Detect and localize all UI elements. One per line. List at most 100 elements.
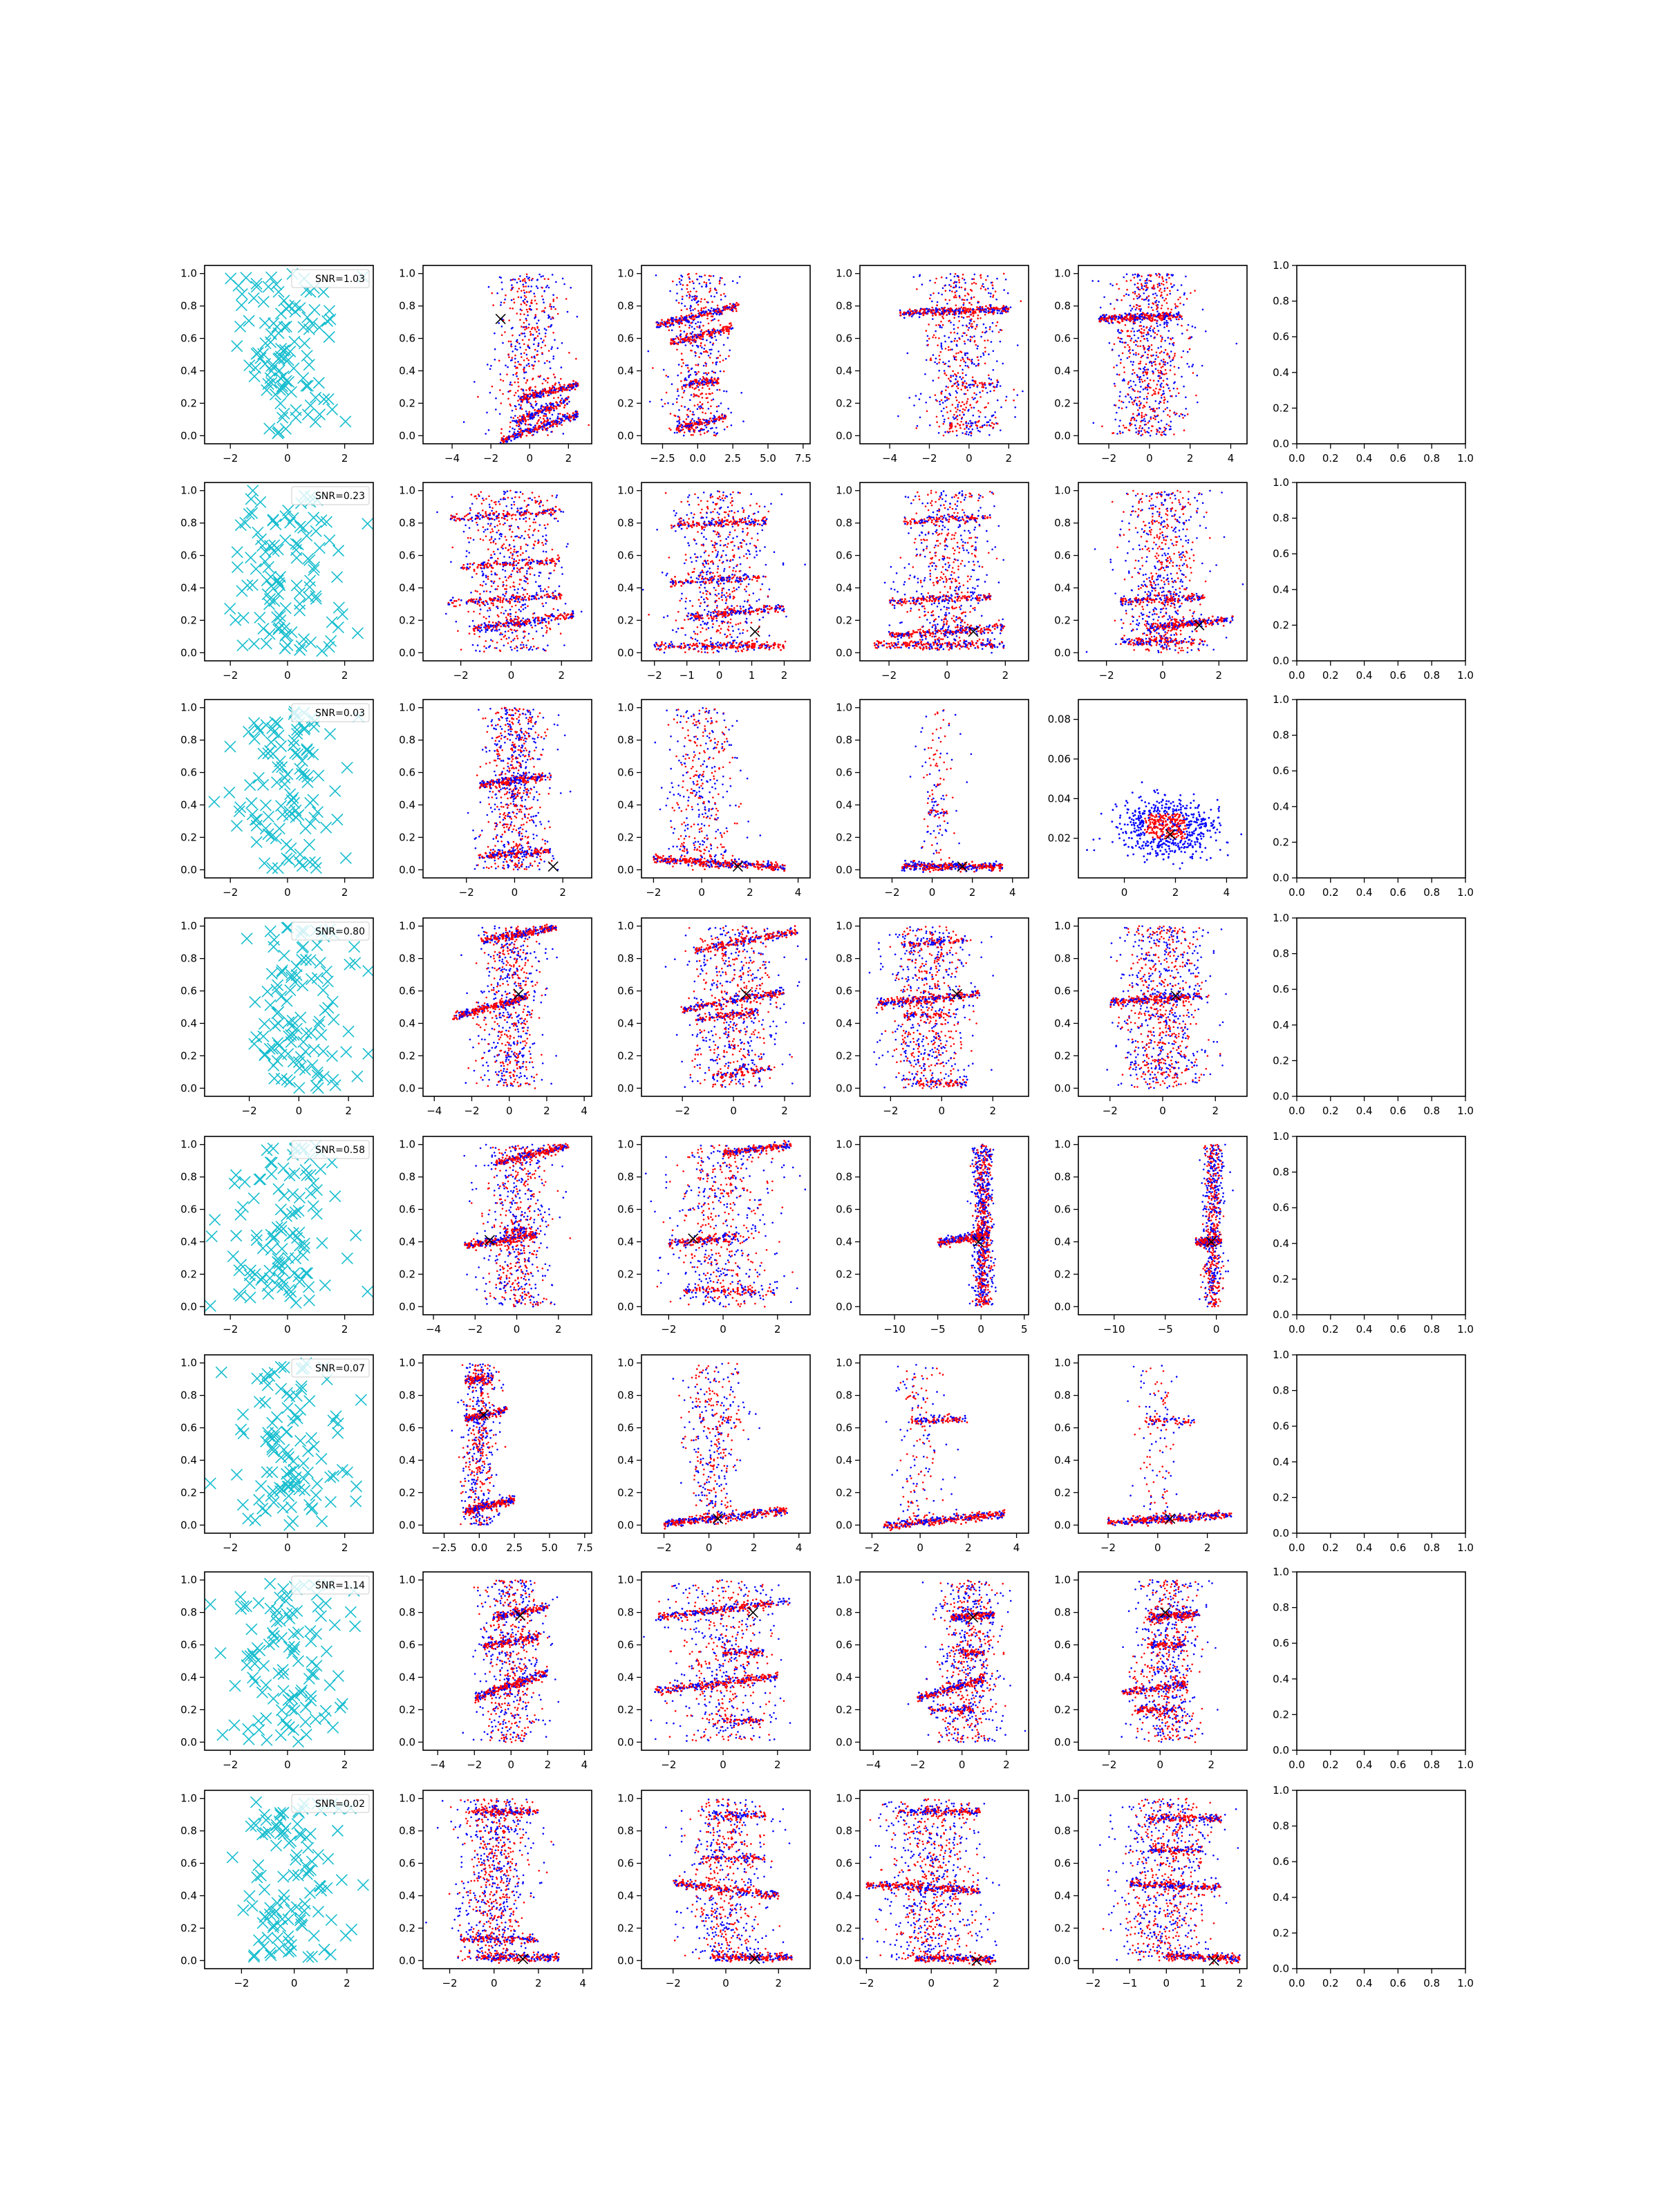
red-point bbox=[722, 328, 724, 330]
red-point bbox=[680, 315, 682, 317]
blue-point bbox=[1003, 308, 1006, 310]
red-point bbox=[919, 310, 921, 312]
red-point bbox=[957, 422, 959, 425]
blue-point bbox=[1152, 370, 1154, 373]
blue-point bbox=[1166, 406, 1168, 409]
blue-point bbox=[512, 326, 514, 329]
blue-point bbox=[964, 282, 966, 284]
red-point bbox=[977, 315, 980, 317]
red-point bbox=[1159, 288, 1162, 290]
blue-point bbox=[550, 318, 552, 320]
sample-point bbox=[261, 574, 273, 587]
blue-point bbox=[522, 300, 525, 302]
blue-point bbox=[553, 388, 555, 391]
blue-point bbox=[934, 361, 936, 364]
red-point bbox=[543, 420, 546, 422]
blue-point bbox=[1139, 279, 1141, 281]
blue-point bbox=[703, 380, 705, 382]
red-point bbox=[1147, 353, 1149, 356]
blue-point bbox=[1099, 306, 1102, 309]
blue-point bbox=[1097, 280, 1100, 283]
red-point bbox=[534, 295, 536, 298]
red-point bbox=[719, 361, 721, 363]
red-point bbox=[705, 377, 708, 379]
red-point bbox=[711, 399, 713, 402]
red-point bbox=[518, 363, 521, 366]
blue-point bbox=[1157, 421, 1160, 423]
blue-point bbox=[695, 420, 698, 423]
red-point bbox=[693, 395, 695, 398]
blue-point bbox=[532, 406, 534, 409]
blue-point bbox=[1235, 342, 1238, 345]
red-point bbox=[973, 384, 975, 387]
red-point bbox=[721, 416, 724, 419]
red-point bbox=[527, 415, 529, 418]
red-point bbox=[982, 386, 985, 388]
blue-point bbox=[711, 370, 713, 373]
sample-point bbox=[324, 313, 337, 326]
red-point bbox=[944, 372, 946, 375]
blue-point bbox=[946, 399, 948, 401]
red-point bbox=[509, 529, 511, 531]
red-point bbox=[1002, 305, 1005, 307]
red-point bbox=[570, 385, 572, 387]
blue-point bbox=[553, 409, 555, 412]
red-point bbox=[704, 274, 706, 276]
red-point bbox=[546, 499, 548, 502]
blue-point bbox=[551, 413, 554, 416]
red-point bbox=[979, 382, 981, 384]
red-point bbox=[938, 312, 941, 315]
red-point bbox=[546, 359, 548, 362]
red-point bbox=[550, 308, 552, 310]
red-point bbox=[705, 393, 707, 395]
blue-point bbox=[1143, 292, 1145, 294]
red-point bbox=[964, 299, 966, 301]
blue-point bbox=[556, 417, 559, 420]
blue-point bbox=[1181, 375, 1183, 378]
red-point bbox=[511, 384, 513, 386]
blue-point bbox=[713, 415, 715, 417]
blue-point bbox=[527, 568, 529, 570]
blue-point bbox=[940, 344, 943, 346]
blue-point bbox=[1148, 406, 1151, 408]
blue-point bbox=[958, 312, 960, 315]
red-point bbox=[1163, 358, 1165, 361]
red-point bbox=[524, 422, 527, 425]
blue-point bbox=[1138, 377, 1141, 379]
blue-point bbox=[936, 363, 938, 365]
blue-point bbox=[503, 490, 505, 493]
red-point bbox=[490, 538, 493, 540]
blue-point bbox=[967, 410, 969, 412]
sample-point bbox=[273, 577, 285, 589]
red-point bbox=[549, 402, 552, 404]
blue-point bbox=[542, 535, 544, 538]
blue-point bbox=[1140, 402, 1142, 404]
blue-point bbox=[1172, 285, 1174, 288]
blue-point bbox=[1143, 368, 1146, 371]
blue-point bbox=[697, 417, 700, 419]
blue-point bbox=[562, 433, 565, 435]
blue-point bbox=[500, 326, 503, 328]
red-point bbox=[968, 315, 971, 318]
blue-point bbox=[1143, 424, 1146, 426]
blue-point bbox=[703, 383, 706, 386]
blue-point bbox=[999, 312, 1002, 315]
blue-point bbox=[1120, 332, 1122, 334]
red-point bbox=[926, 410, 928, 413]
red-point bbox=[493, 580, 496, 583]
red-point bbox=[1163, 290, 1165, 292]
blue-point bbox=[550, 389, 553, 392]
blue-point bbox=[730, 424, 733, 427]
red-point bbox=[556, 312, 559, 315]
blue-point bbox=[1149, 327, 1151, 330]
blue-point bbox=[703, 419, 706, 421]
blue-point bbox=[519, 397, 522, 400]
red-point bbox=[695, 290, 697, 293]
blue-point bbox=[1156, 303, 1159, 306]
blue-point bbox=[1003, 289, 1005, 291]
y-tick-label: 0.8 bbox=[836, 300, 852, 312]
blue-point bbox=[988, 377, 991, 379]
red-point bbox=[507, 496, 509, 499]
blue-point bbox=[667, 402, 669, 404]
red-point bbox=[1155, 351, 1158, 354]
